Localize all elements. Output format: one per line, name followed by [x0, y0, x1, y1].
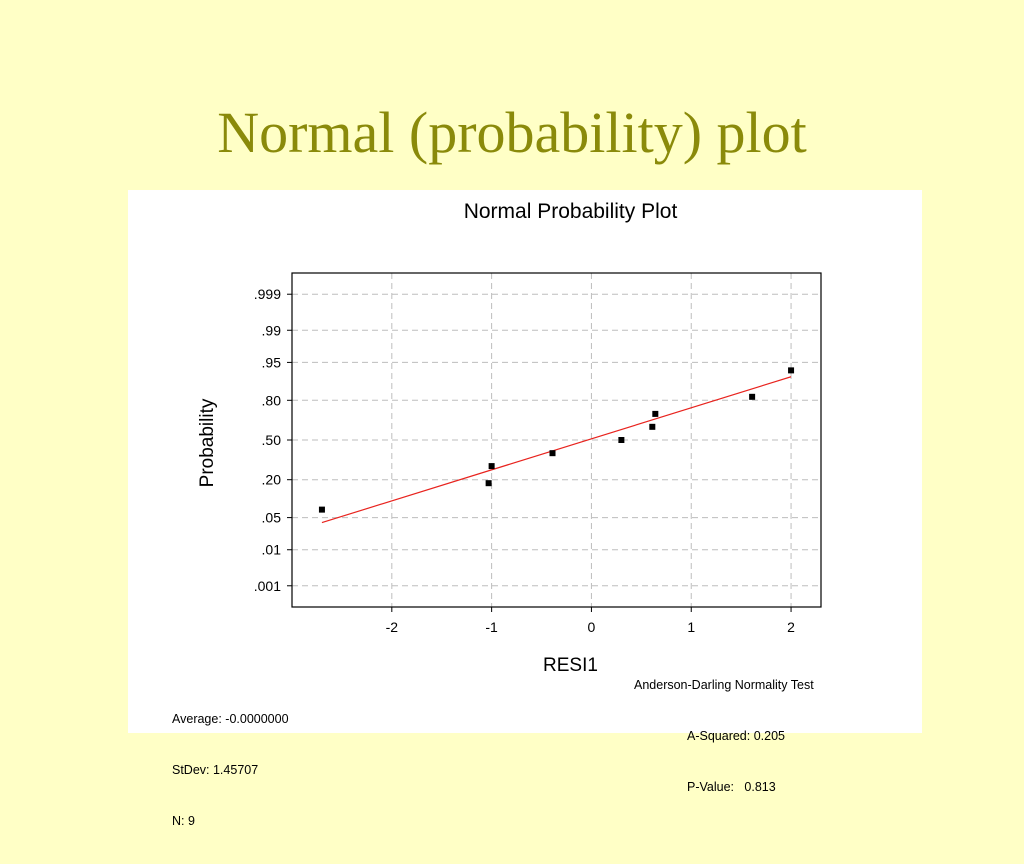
chart-title: Normal Probability Plot	[464, 200, 678, 223]
stat-average: Average: -0.0000000	[172, 712, 289, 726]
y-tick-label-4: .50	[262, 432, 282, 448]
stat-n: N: 9	[172, 814, 195, 828]
x-tick-label-3: 1	[687, 619, 695, 635]
y-axis-label: Probability	[197, 398, 218, 487]
data-point-7	[749, 393, 756, 400]
y-tick-label-7: .99	[262, 322, 282, 338]
normal-probability-plot: Normal Probability Plot RESI1 Probability -…	[197, 200, 822, 676]
y-tick-label-6: .95	[262, 354, 282, 370]
test-title: Anderson-Darling Normality Test	[634, 678, 814, 692]
x-tick-label-0: -2	[386, 619, 399, 635]
descriptive-stats: Average: -0.0000000 StDev: 1.45707 N: 9	[172, 677, 289, 864]
fit-line	[321, 376, 792, 524]
y-tick-label-8: .999	[254, 286, 281, 302]
data-point-3	[549, 450, 556, 457]
y-tick-label-0: .001	[254, 578, 281, 594]
stat-a-squared: A-Squared: 0.205	[687, 729, 785, 743]
data-point-5	[649, 423, 656, 430]
data-point-4	[618, 437, 625, 443]
y-tick-label-1: .01	[262, 542, 282, 558]
x-axis-label: RESI1	[543, 655, 598, 676]
x-tick-label-4: 2	[787, 619, 795, 635]
stat-stdev: StDev: 1.45707	[172, 763, 259, 777]
x-tick-label-1: -1	[485, 619, 498, 635]
data-point-0	[318, 506, 325, 513]
data-point-8	[788, 367, 795, 374]
chart-panel: Normal Probability Plot RESI1 Probability -…	[128, 190, 922, 828]
slide-title: Normal (probability) plot	[217, 100, 807, 165]
y-tick-label-3: .20	[262, 472, 282, 488]
data-point-2	[488, 463, 495, 470]
x-tick-label-2: 0	[588, 619, 596, 635]
data-point-1	[485, 480, 492, 487]
y-tick-label-5: .80	[262, 392, 282, 408]
test-results: A-Squared: 0.205 P-Value: 0.813	[687, 694, 785, 830]
stat-p-value: P-Value: 0.813	[687, 780, 776, 794]
y-tick-label-2: .05	[262, 510, 282, 526]
data-point-6	[652, 410, 659, 417]
